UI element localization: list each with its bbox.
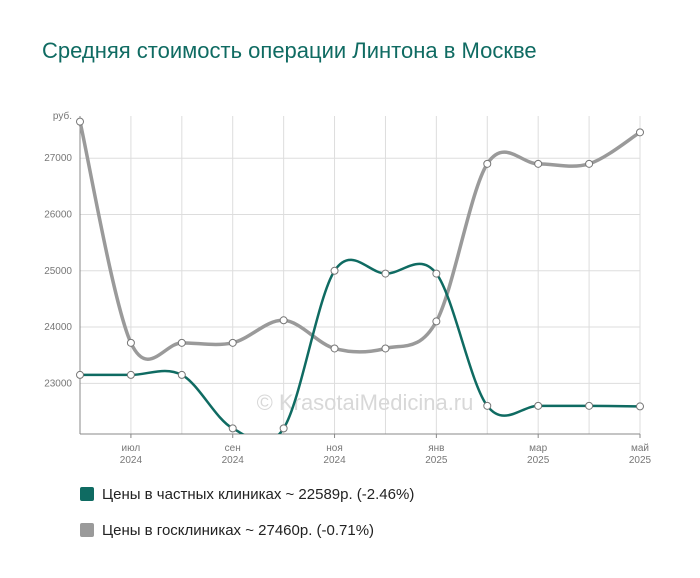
legend-swatch-private [80, 487, 94, 501]
data-point-public[interactable] [483, 159, 492, 168]
data-point-private[interactable] [76, 370, 84, 379]
x-tick-label-month: июл [122, 443, 141, 454]
series-line-public [78, 121, 641, 361]
x-tick-label-month: мар [529, 443, 547, 454]
data-point-public[interactable] [585, 159, 594, 168]
y-tick-label: 23000 [44, 378, 72, 389]
y-tick-label: 26000 [44, 209, 72, 220]
y-unit-label: руб. [53, 110, 72, 122]
x-tick-label-year: 2025 [527, 455, 550, 466]
data-point-public[interactable] [76, 117, 84, 126]
data-point-private[interactable] [381, 269, 390, 278]
legend-label-public: Цены в госклиниках ~ 27460р. (-0.71%) [102, 521, 375, 539]
x-tick-label-month: сен [225, 443, 241, 454]
legend: Цены в частных клиниках ~ 22589р. (-2.46… [80, 484, 414, 556]
data-point-public[interactable] [330, 344, 339, 353]
data-point-private[interactable] [126, 370, 135, 379]
data-point-private[interactable] [483, 401, 492, 410]
data-point-public[interactable] [177, 338, 186, 347]
data-point-private[interactable] [279, 424, 288, 433]
data-point-public[interactable] [279, 316, 288, 325]
chart-title: Средняя стоимость операции Линтона в Мос… [42, 38, 537, 63]
watermark: © KrasotaiMedicina.ru [257, 390, 474, 415]
series-private [76, 258, 644, 434]
data-point-public[interactable] [126, 338, 135, 347]
x-tick-label-month: ноя [326, 443, 343, 454]
data-point-private[interactable] [636, 402, 644, 411]
x-tick-label-month: янв [428, 443, 444, 454]
data-point-private[interactable] [534, 401, 543, 410]
data-point-public[interactable] [228, 338, 237, 347]
x-tick-label-year: 2024 [120, 455, 143, 466]
legend-label-private: Цены в частных клиниках ~ 22589р. (-2.46… [102, 485, 415, 503]
y-tick-label: 24000 [44, 322, 72, 333]
data-point-private[interactable] [432, 269, 441, 278]
x-tick-label-year: 2024 [222, 455, 245, 466]
x-tick-label-year: 2025 [425, 455, 448, 466]
legend-item-private[interactable]: Цены в частных клиниках ~ 22589р. (-2.46… [80, 484, 414, 504]
x-tick-label-year: 2025 [629, 455, 652, 466]
data-point-private[interactable] [177, 370, 186, 379]
y-tick-label: 25000 [44, 266, 72, 277]
x-tick-label-month: май [631, 443, 649, 454]
data-point-private[interactable] [330, 266, 339, 275]
data-point-public[interactable] [636, 128, 644, 137]
legend-item-public[interactable]: Цены в госклиниках ~ 27460р. (-0.71%) [80, 520, 414, 540]
series-public [76, 117, 644, 361]
y-tick-label: 27000 [44, 153, 72, 164]
data-point-private[interactable] [228, 424, 237, 433]
data-point-public[interactable] [381, 344, 390, 353]
data-point-private[interactable] [585, 401, 594, 410]
legend-swatch-public [80, 523, 94, 537]
x-tick-label-year: 2024 [323, 455, 346, 466]
data-point-public[interactable] [432, 317, 441, 326]
data-point-public[interactable] [534, 159, 543, 168]
